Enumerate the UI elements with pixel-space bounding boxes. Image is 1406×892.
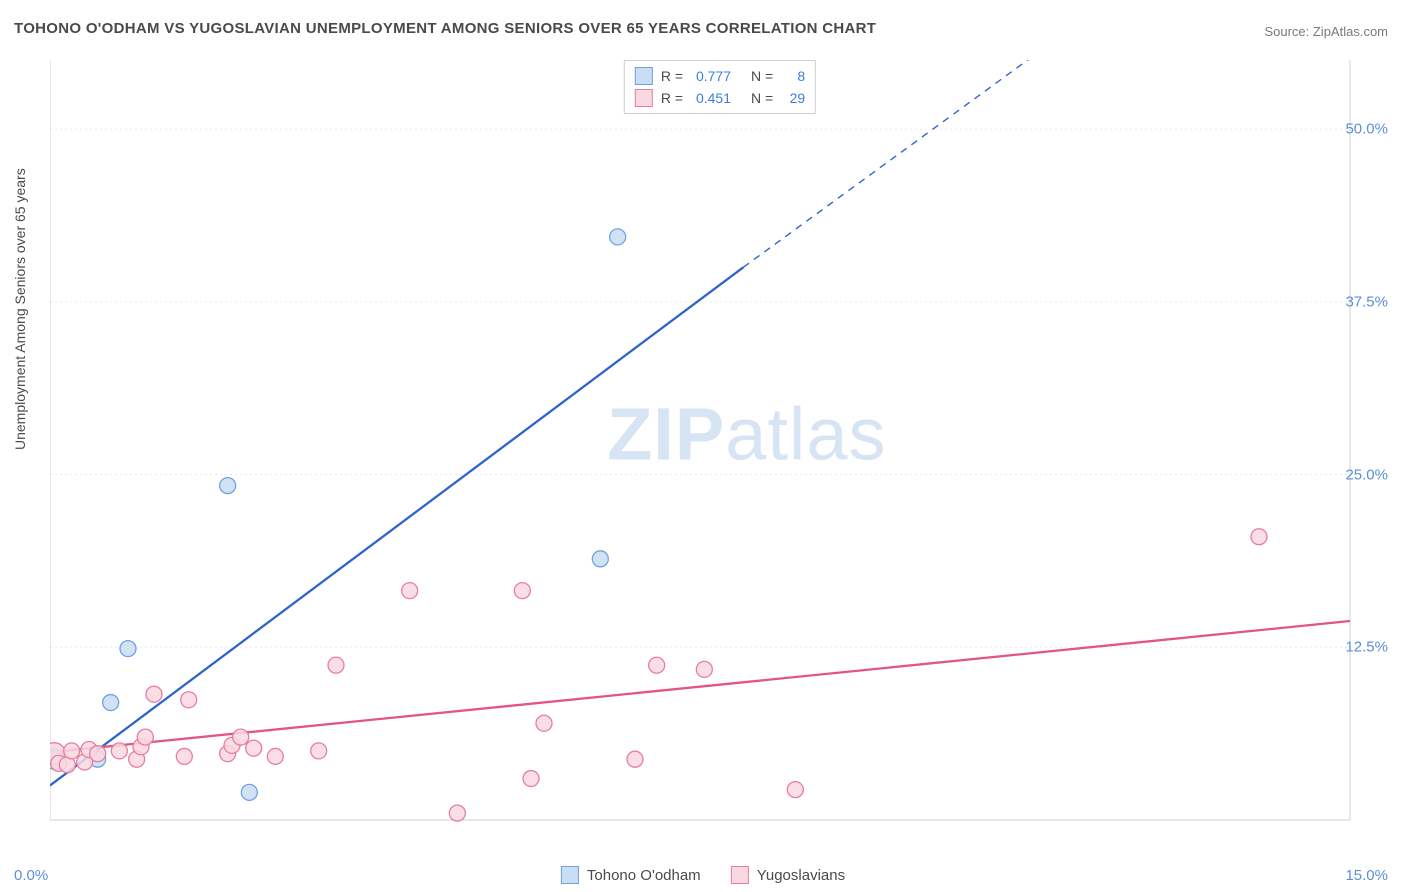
chart-title: TOHONO O'ODHAM VS YUGOSLAVIAN UNEMPLOYME…: [14, 20, 876, 37]
legend-n-label: N =: [751, 68, 773, 84]
y-tick-label: 50.0%: [1345, 121, 1388, 138]
source-label: Source: ZipAtlas.com: [1264, 24, 1388, 39]
y-axis-label: Unemployment Among Seniors over 65 years: [12, 168, 28, 450]
legend-swatch: [731, 866, 749, 884]
x-axis-max-label: 15.0%: [1345, 867, 1388, 884]
correlation-legend: R = 0.777 N = 8 R = 0.451 N = 29: [624, 60, 816, 114]
legend-swatch: [635, 89, 653, 107]
legend-bottom-item: Tohono O'odham: [561, 866, 701, 884]
scatter-chart-svg: [50, 60, 1390, 840]
chart-plot-area: R =0.777N =8R =0.451N =29 ZIPatlas: [50, 60, 1390, 840]
legend-n-value: 29: [781, 90, 805, 106]
y-tick-label: 12.5%: [1345, 639, 1388, 656]
y-tick-label: 37.5%: [1345, 293, 1388, 310]
legend-top-row: R = 0.777 N = 8: [635, 65, 805, 87]
legend-r-value: 0.451: [691, 90, 731, 106]
series-legend: Tohono O'odham Yugoslavians: [561, 866, 845, 884]
legend-series-label: Yugoslavians: [757, 867, 845, 884]
legend-n-label: N =: [751, 90, 773, 106]
legend-top-row: R = 0.451 N = 29: [635, 87, 805, 109]
legend-n-value: 8: [781, 68, 805, 84]
legend-r-label: R =: [661, 68, 683, 84]
legend-r-label: R =: [661, 90, 683, 106]
legend-swatch: [635, 67, 653, 85]
legend-swatch: [561, 866, 579, 884]
legend-bottom-item: Yugoslavians: [731, 866, 845, 884]
legend-r-value: 0.777: [691, 68, 731, 84]
y-tick-label: 25.0%: [1345, 466, 1388, 483]
legend-series-label: Tohono O'odham: [587, 867, 701, 884]
x-axis-min-label: 0.0%: [14, 867, 48, 884]
